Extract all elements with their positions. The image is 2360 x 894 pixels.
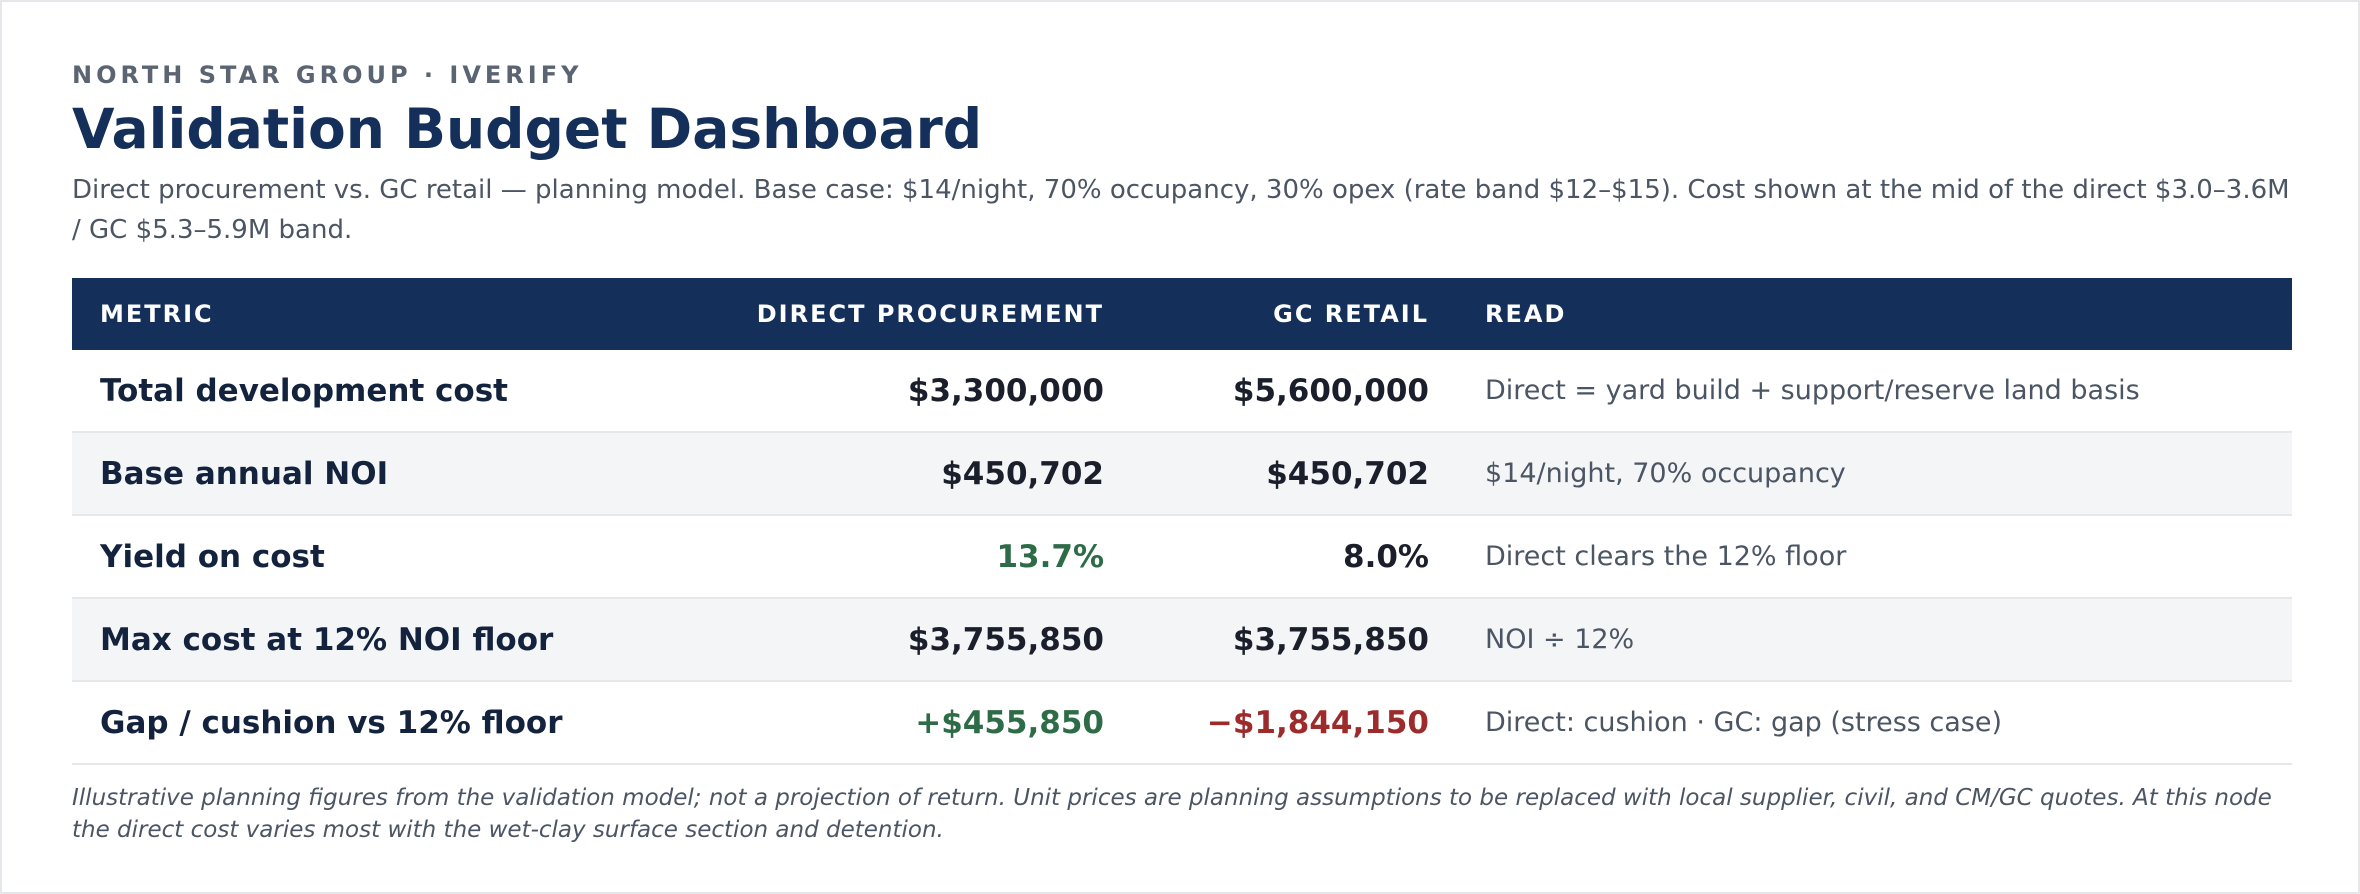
direct-value-cell: $3,755,850 xyxy=(662,598,1132,682)
column-header-read: READ xyxy=(1485,300,1567,328)
column-header-gc: GC RETAIL xyxy=(1273,300,1429,328)
read-cell: $14/night, 70% occupancy xyxy=(1457,432,2292,516)
gc-value-cell: $450,702 xyxy=(1132,432,1457,516)
direct-value-cell: $450,702 xyxy=(662,432,1132,516)
column-header-metric: METRIC xyxy=(100,300,214,328)
table-header-row: METRIC DIRECT PROCUREMENT GC RETAIL READ xyxy=(72,278,2292,350)
gc-value-cell: $3,755,850 xyxy=(1132,598,1457,682)
metric-cell: Gap / cushion vs 12% floor xyxy=(72,681,662,765)
table-row: Total development cost $3,300,000 $5,600… xyxy=(72,350,2292,433)
gc-value-cell: −$1,844,150 xyxy=(1132,681,1457,765)
metric-cell: Base annual NOI xyxy=(72,432,662,516)
direct-value-cell: +$455,850 xyxy=(662,681,1132,765)
read-cell: Direct: cushion · GC: gap (stress case) xyxy=(1457,681,2292,765)
direct-value-cell: 13.7% xyxy=(662,515,1132,599)
page-title: Validation Budget Dashboard xyxy=(72,97,983,161)
table-row: Base annual NOI $450,702 $450,702 $14/ni… xyxy=(72,432,2292,516)
metric-cell: Total development cost xyxy=(72,350,662,433)
gc-value-cell: 8.0% xyxy=(1132,515,1457,599)
org-eyebrow: NORTH STAR GROUP · IVERIFY xyxy=(72,61,583,89)
direct-value-cell: $3,300,000 xyxy=(662,350,1132,433)
column-header-direct: DIRECT PROCUREMENT xyxy=(756,300,1104,328)
table-row: Gap / cushion vs 12% floor +$455,850 −$1… xyxy=(72,681,2292,765)
read-cell: NOI ÷ 12% xyxy=(1457,598,2292,682)
footnote: Illustrative planning figures from the v… xyxy=(72,785,2272,843)
read-cell: Direct = yard build + support/reserve la… xyxy=(1457,350,2292,433)
metric-cell: Max cost at 12% NOI floor xyxy=(72,598,662,682)
read-cell: Direct clears the 12% floor xyxy=(1457,515,2292,599)
metric-cell: Yield on cost xyxy=(72,515,662,599)
dashboard-content: NORTH STAR GROUP · IVERIFY Validation Bu… xyxy=(72,60,2292,843)
budget-table: METRIC DIRECT PROCUREMENT GC RETAIL READ… xyxy=(72,278,2292,765)
table-row: Max cost at 12% NOI floor $3,755,850 $3,… xyxy=(72,598,2292,682)
gc-value-cell: $5,600,000 xyxy=(1132,350,1457,433)
table-row: Yield on cost 13.7% 8.0% Direct clears t… xyxy=(72,515,2292,599)
page-subtitle: Direct procurement vs. GC retail — plann… xyxy=(72,175,2290,245)
